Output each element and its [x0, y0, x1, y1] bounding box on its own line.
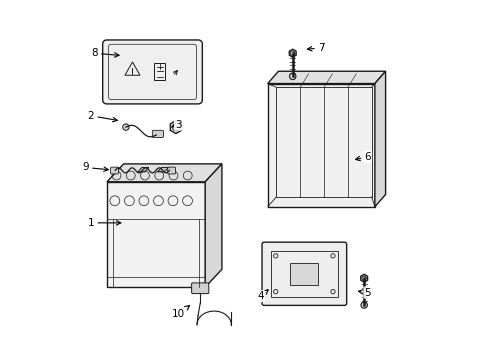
Circle shape [132, 74, 133, 76]
Text: 8: 8 [91, 48, 119, 58]
Circle shape [122, 124, 129, 130]
FancyBboxPatch shape [152, 130, 163, 138]
Text: 2: 2 [87, 111, 117, 122]
FancyBboxPatch shape [191, 283, 208, 294]
Polygon shape [138, 167, 148, 172]
Text: 5: 5 [358, 288, 370, 297]
FancyBboxPatch shape [262, 242, 346, 305]
Polygon shape [205, 164, 222, 287]
FancyBboxPatch shape [167, 167, 175, 174]
Polygon shape [107, 182, 205, 287]
Text: 7: 7 [307, 43, 324, 53]
Polygon shape [267, 84, 374, 207]
Circle shape [289, 73, 295, 80]
Text: 3: 3 [171, 120, 182, 130]
FancyBboxPatch shape [110, 167, 118, 174]
Polygon shape [374, 71, 385, 207]
Polygon shape [157, 167, 168, 172]
Polygon shape [267, 71, 385, 84]
Text: 10: 10 [171, 306, 189, 319]
Bar [270, 251, 337, 297]
Polygon shape [289, 49, 296, 57]
FancyBboxPatch shape [102, 40, 202, 104]
Polygon shape [107, 164, 222, 182]
Text: 1: 1 [87, 218, 121, 228]
Polygon shape [170, 121, 181, 134]
Text: 6: 6 [355, 152, 370, 162]
Polygon shape [360, 274, 367, 282]
Bar [290, 262, 318, 285]
Circle shape [360, 302, 366, 308]
Text: 4: 4 [257, 290, 267, 301]
Bar [154, 63, 165, 80]
Text: 9: 9 [82, 162, 108, 172]
